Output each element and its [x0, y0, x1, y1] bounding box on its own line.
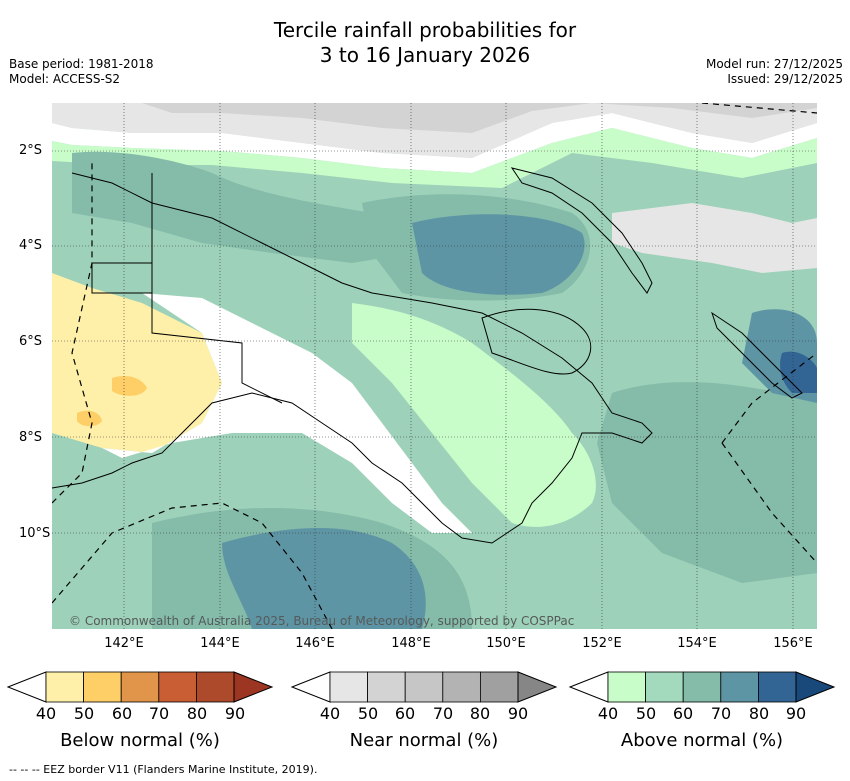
lon-label-150e: 150°E: [486, 636, 526, 651]
below-normal-region-west: [52, 273, 222, 453]
below-colorbar-high-extend: [233, 671, 274, 703]
below-tick-50: 50: [73, 704, 95, 723]
above-colorbar-low-extend: [568, 671, 609, 703]
near-colorbar-high-extend: [517, 671, 558, 703]
near-tick-50: 50: [357, 704, 379, 723]
above-tick-50: 50: [635, 704, 657, 723]
below-colorbar-segment: [158, 671, 197, 703]
below-tick-80: 80: [186, 704, 208, 723]
eez-border-northeast: [701, 103, 817, 114]
below-colorbar-segment: [45, 671, 84, 703]
copyright-text: © Commonwealth of Australia 2025, Bureau…: [69, 614, 575, 628]
lon-label-154e: 154°E: [677, 636, 717, 651]
map-svg: [52, 103, 817, 629]
above-colorbar-high-extend: [795, 671, 836, 703]
coastline-new-ireland: [510, 167, 653, 294]
neutral-region-inland: [102, 293, 472, 533]
above-normal-region-south-dark: [222, 528, 426, 629]
above-tick-40: 40: [597, 704, 619, 723]
lat-label-2s: 2°S: [19, 143, 43, 158]
graticule: [52, 103, 817, 629]
province-border-1: [91, 173, 153, 294]
title-line-1: Tercile rainfall probabilities for: [273, 18, 577, 42]
below-colorbar-low-extend: [6, 671, 47, 703]
lon-label-148e: 148°E: [391, 636, 431, 651]
meta-right: Model run: 27/12/2025 Issued: 29/12/2025: [706, 57, 843, 87]
near-colorbar-segment: [404, 671, 444, 703]
below-normal-title: Below normal (%): [60, 730, 220, 751]
lon-label-152e: 152°E: [582, 636, 622, 651]
near-normal-region-north-dark: [142, 103, 817, 133]
near-colorbar-segment: [329, 671, 368, 703]
near-colorbar-segment: [442, 671, 481, 703]
below-colorbar-segment: [83, 671, 122, 703]
above-normal-band-light: [52, 128, 817, 188]
above-colorbar-segment: [645, 671, 684, 703]
above-colorbar-segment: [720, 671, 759, 703]
lat-label-8s: 8°S: [19, 430, 43, 445]
near-colorbar-low-extend: [290, 671, 331, 703]
colorbar-near-svg: [290, 671, 558, 703]
near-normal-border-white: [52, 113, 817, 173]
lon-label-146e: 146°E: [295, 636, 335, 651]
model-run-text: Model run: 27/12/2025: [705, 57, 843, 71]
above-tick-90: 90: [785, 704, 807, 723]
coastline-mainland: [52, 172, 653, 544]
near-colorbar-segment: [479, 671, 519, 703]
below-colorbar-segment: [120, 671, 160, 703]
above-colorbar-segment: [757, 671, 797, 703]
colorbar-below-svg: [6, 671, 274, 703]
province-border-2: [151, 293, 283, 404]
probability-map: [52, 103, 817, 629]
chart-title: Tercile rainfall probabilities for 3 to …: [0, 18, 850, 68]
colorbar-above-normal: [568, 671, 836, 703]
above-tick-70: 70: [710, 704, 732, 723]
below-normal-spot-1: [112, 376, 147, 396]
near-tick-40: 40: [319, 704, 341, 723]
near-tick-60: 60: [394, 704, 416, 723]
colorbar-near-normal: [290, 671, 558, 703]
near-tick-80: 80: [469, 704, 491, 723]
below-tick-90: 90: [224, 704, 246, 723]
eez-footnote: -- -- -- EEZ border V11 (Flanders Marine…: [9, 763, 318, 776]
lon-label-144e: 144°E: [200, 636, 240, 651]
above-tick-60: 60: [672, 704, 694, 723]
near-tick-70: 70: [432, 704, 454, 723]
near-normal-region-east: [612, 203, 817, 273]
below-normal-spot-2: [77, 410, 102, 427]
lat-label-4s: 4°S: [19, 238, 43, 253]
lat-label-10s: 10°S: [19, 526, 51, 541]
above-colorbar-segment: [607, 671, 646, 703]
below-colorbar-segment: [195, 671, 235, 703]
meta-left: Base period: 1981-2018 Model: ACCESS-S2: [9, 57, 154, 87]
above-normal-region-coastal: [352, 303, 596, 527]
base-period-text: Base period: 1981-2018: [9, 57, 154, 71]
above-colorbar-segment: [682, 671, 722, 703]
near-colorbar-segment: [367, 671, 406, 703]
below-tick-60: 60: [111, 704, 133, 723]
near-normal-title: Near normal (%): [349, 730, 499, 751]
above-normal-title: Above normal (%): [620, 730, 784, 751]
lon-label-156e: 156°E: [773, 636, 813, 651]
lat-label-6s: 6°S: [19, 334, 43, 349]
title-line-2: 3 to 16 January 2026: [319, 43, 531, 67]
lon-label-142e: 142°E: [104, 636, 144, 651]
coastline-bougainville: [711, 311, 803, 399]
above-normal-region-west: [72, 151, 412, 263]
below-tick-40: 40: [35, 704, 57, 723]
above-normal-region-center-dark: [412, 214, 585, 295]
near-tick-90: 90: [507, 704, 529, 723]
issued-text: Issued: 29/12/2025: [727, 72, 843, 86]
below-tick-70: 70: [148, 704, 170, 723]
colorbar-below-normal: [6, 671, 274, 703]
eez-border-east: [721, 352, 817, 444]
model-text: Model: ACCESS-S2: [9, 72, 121, 86]
above-tick-80: 80: [748, 704, 770, 723]
coastline-new-britain: [481, 308, 592, 375]
colorbar-above-svg: [568, 671, 836, 703]
above-normal-spot-80: [780, 351, 817, 393]
eez-border-west: [52, 163, 93, 504]
